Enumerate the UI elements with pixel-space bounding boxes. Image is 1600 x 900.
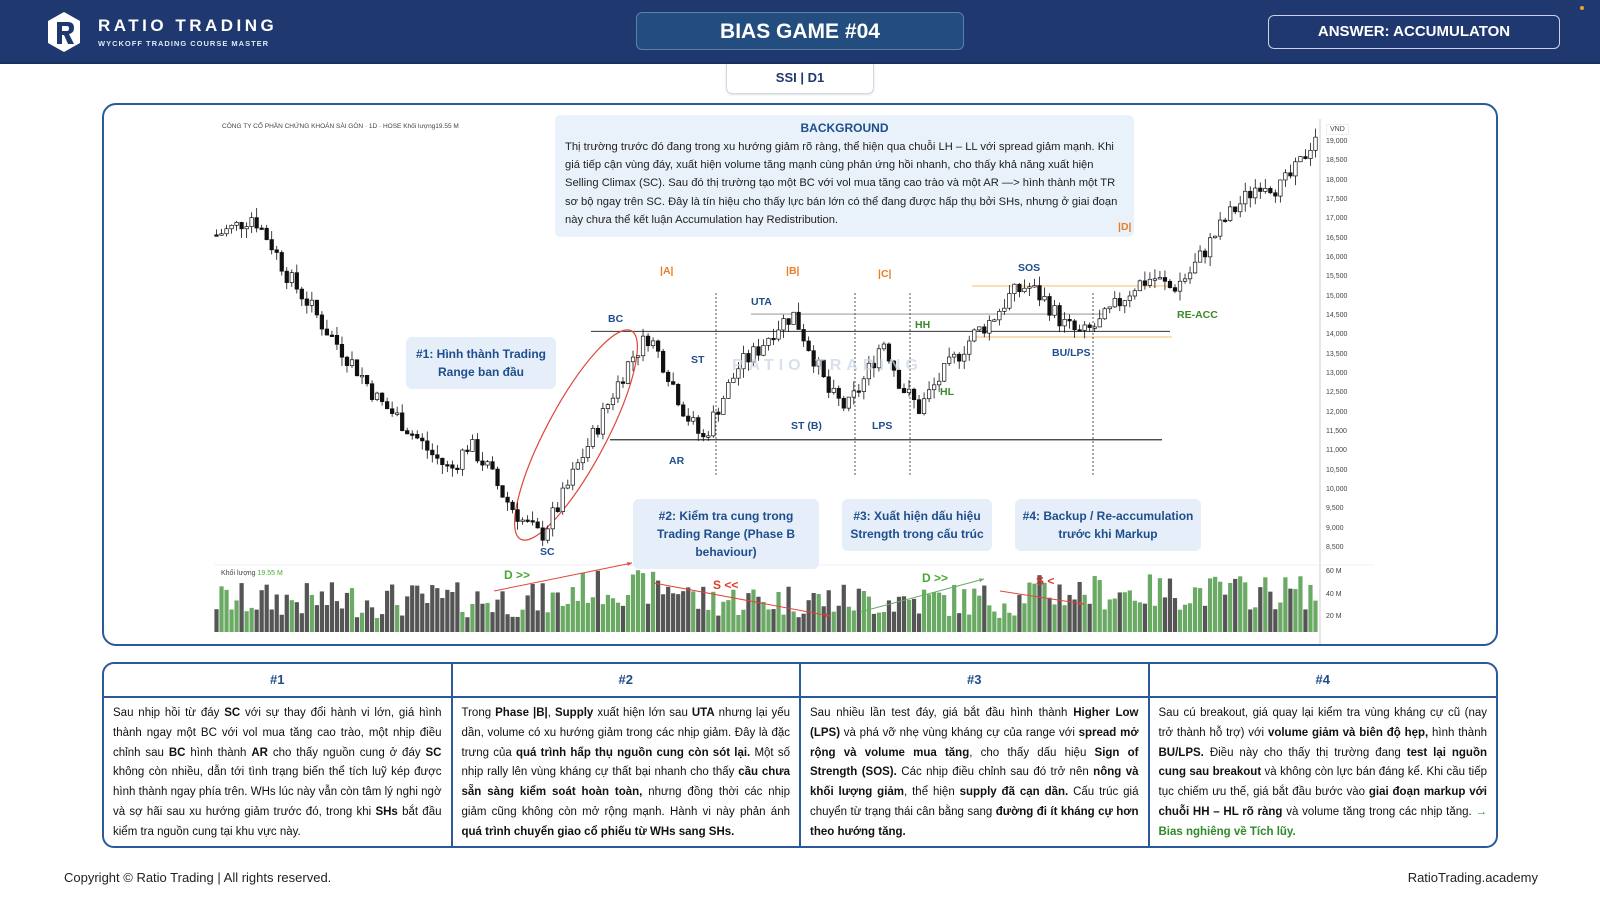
stock-title: CÔNG TY CỔ PHẦN CHỨNG KHOÁN SÀI GÒN · 1D…: [222, 123, 459, 130]
price-tick: 14,000: [1326, 331, 1348, 339]
currency-label: VND: [1326, 124, 1349, 135]
hl-label: HL: [940, 386, 954, 398]
explanation-col-2: #2 Trong Phase |B|, Supply xuất hiện lớn…: [452, 664, 801, 846]
col-header-4: #4: [1149, 664, 1496, 698]
st-label: ST: [691, 354, 705, 366]
price-tick: 13,000: [1326, 370, 1348, 377]
price-tick: 11,000: [1326, 447, 1347, 455]
col-body-3: Sau nhiều lần test đáy, giá bắt đầu hình…: [810, 707, 1139, 838]
price-tick: 18,500: [1326, 157, 1348, 165]
bc-label: BC: [608, 313, 624, 325]
answer-button[interactable]: ANSWER: ACCUMULATON: [1268, 15, 1560, 49]
sos-label: SOS: [1018, 262, 1041, 274]
price-tick: 11,500: [1326, 428, 1347, 435]
ticker-timeframe-tab[interactable]: SSI | D1: [726, 64, 874, 94]
price-tick: 9,000: [1326, 524, 1344, 532]
explanation-col-3: #3 Sau nhiều lần test đáy, giá bắt đầu h…: [801, 664, 1150, 846]
price-tick: 16,500: [1326, 234, 1348, 242]
price-tick: 10,500: [1326, 466, 1348, 474]
re-acc-label: RE-ACC: [1177, 309, 1218, 321]
copyright-text: Copyright © Ratio Trading | All rights r…: [64, 870, 332, 885]
phase-a-label: |A|: [660, 265, 674, 277]
volume-title: Khối lượng 19.55 M: [221, 570, 283, 577]
volume-tick: 40 M: [1326, 591, 1342, 598]
col-body-2: Trong Phase |B|, Supply xuất hiện lớn sa…: [461, 707, 791, 838]
status-dot-icon: [1580, 6, 1584, 10]
bu-lps-label: BU/LPS: [1052, 347, 1091, 359]
volume-tick: 60 M: [1326, 568, 1342, 575]
uta-label: UTA: [751, 296, 772, 308]
volume-value: 19.55 M: [257, 570, 283, 577]
volume-tick: 20 M: [1326, 613, 1342, 620]
phase-c-label: |C|: [878, 268, 892, 280]
background-text: Thị trường trước đó đang trong xu hướng …: [565, 141, 1118, 226]
ar-label: AR: [669, 455, 685, 467]
site-link[interactable]: RatioTrading.academy: [1407, 870, 1538, 885]
brand-name: RATIO TRADING: [98, 16, 278, 35]
brand: RATIO TRADING WYCKOFF TRADING COURSE MAS…: [98, 16, 277, 48]
price-tick: 14,500: [1326, 312, 1348, 319]
price-tick: 15,500: [1326, 273, 1348, 281]
price-tick: 17,500: [1326, 196, 1348, 203]
phase-b-label: |B|: [786, 265, 800, 277]
st-b-label: ST (B): [791, 420, 822, 432]
price-tick: 9,500: [1326, 505, 1344, 513]
col-header-1: #1: [104, 664, 451, 698]
col-header-3: #3: [801, 664, 1148, 698]
price-tick: 17,000: [1326, 215, 1348, 223]
background-box: BACKGROUND Thị trường trước đó đang tron…: [555, 115, 1134, 237]
price-tick: 8,500: [1326, 544, 1344, 551]
explanation-table: #1 Sau nhịp hồi từ đáy SC với sự thay đổ…: [102, 662, 1498, 848]
note-1: #1: Hình thành Trading Range ban đầu: [406, 337, 556, 389]
background-title: BACKGROUND: [800, 121, 889, 135]
header-bar: RATIO TRADING WYCKOFF TRADING COURSE MAS…: [0, 0, 1600, 64]
price-tick: 13,500: [1326, 350, 1348, 358]
volume-title-text: Khối lượng: [221, 570, 256, 577]
vol-annotation-s2: S <: [1036, 574, 1055, 588]
note-3: #3: Xuất hiện dấu hiệu Strength trong cấ…: [842, 499, 992, 551]
note-2: #2: Kiểm tra cung trong Trading Range (P…: [633, 499, 819, 569]
price-tick: 12,000: [1326, 408, 1348, 416]
game-title: BIAS GAME #04: [636, 12, 964, 50]
price-tick: 15,000: [1326, 292, 1348, 300]
price-chart: RATIO TRADING: [214, 119, 1374, 644]
price-tick: 18,000: [1326, 176, 1348, 184]
ratio-trading-logo-icon: [48, 12, 80, 52]
col-body-4: Sau cú breakout, giá quay lại kiểm tra v…: [1158, 707, 1488, 838]
vol-annotation-d2: D >>: [922, 571, 949, 585]
lps-label: LPS: [872, 420, 893, 432]
brand-subtitle: WYCKOFF TRADING COURSE MASTER: [98, 39, 270, 48]
vol-annotation-s1: S <<: [713, 578, 739, 592]
price-tick: 16,000: [1326, 254, 1348, 261]
explanation-col-4: #4 Sau cú breakout, giá quay lại kiểm tr…: [1149, 664, 1496, 846]
sc-label: SC: [540, 546, 555, 558]
chart-panel: RATIO TRADING CÔNG TY CỔ PHẦN CHỨNG KHOÁ…: [102, 103, 1498, 646]
phase-d-label: |D|: [1118, 221, 1132, 233]
col-body-1: Sau nhịp hồi từ đáy SC với sự thay đổi h…: [113, 707, 442, 838]
vol-annotation-d1: D >>: [504, 568, 531, 582]
svg-text:RATIO TRADING: RATIO TRADING: [732, 357, 923, 374]
price-tick: 19,000: [1326, 138, 1348, 145]
explanation-col-1: #1 Sau nhịp hồi từ đáy SC với sự thay đổ…: [104, 664, 453, 846]
note-4: #4: Backup / Re-accumulation trước khi M…: [1015, 499, 1201, 551]
price-tick: 12,500: [1326, 389, 1348, 397]
col-header-2: #2: [452, 664, 799, 698]
price-tick: 10,000: [1326, 486, 1348, 493]
hh-label: HH: [915, 319, 931, 331]
